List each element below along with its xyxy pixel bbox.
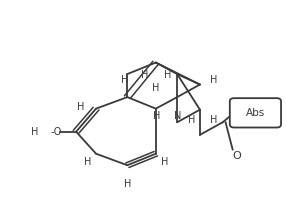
Text: H: H	[188, 115, 195, 125]
Text: H: H	[84, 157, 91, 167]
Text: N: N	[174, 111, 182, 121]
Text: H: H	[210, 115, 218, 125]
FancyBboxPatch shape	[230, 98, 281, 127]
Text: H: H	[141, 70, 148, 80]
Text: H: H	[124, 179, 131, 189]
Text: H: H	[161, 157, 168, 167]
Text: H: H	[121, 74, 128, 85]
Text: H: H	[31, 127, 39, 137]
Text: H: H	[152, 83, 160, 93]
Text: H: H	[164, 70, 171, 80]
Text: Abs: Abs	[246, 108, 265, 118]
Text: -O: -O	[51, 127, 62, 137]
Text: O: O	[233, 151, 241, 161]
Text: H: H	[210, 75, 217, 85]
Text: H: H	[153, 111, 160, 121]
Text: H: H	[77, 101, 85, 112]
